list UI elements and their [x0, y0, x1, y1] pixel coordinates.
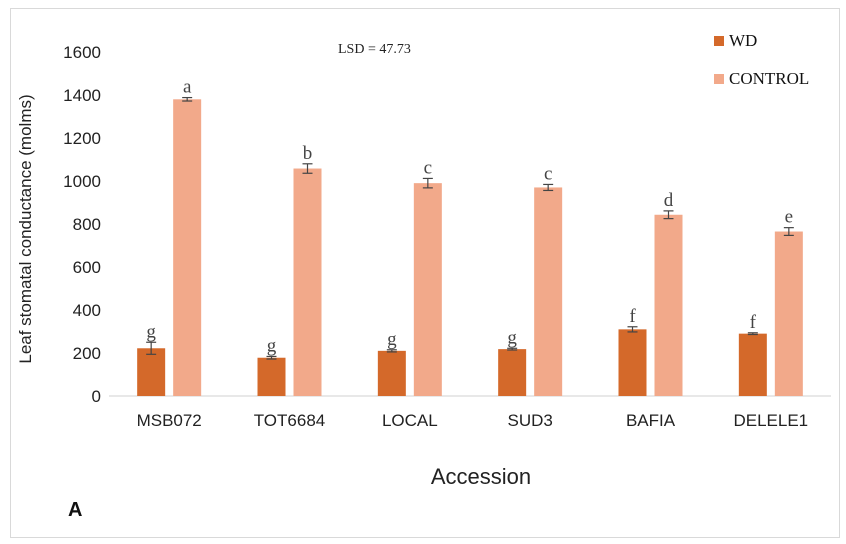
error-bar: [627, 326, 638, 333]
y-axis: 0 200 400 600 800 1000 1200 1400 1600: [63, 43, 101, 406]
significance-letter: g: [507, 327, 517, 348]
x-tick-label: MSB072: [137, 411, 202, 430]
error-bar: [146, 341, 157, 355]
y-tick-label: 1600: [63, 43, 101, 62]
y-tick-label: 400: [73, 301, 101, 320]
bar-control-sud3: [534, 187, 563, 396]
error-bar: [422, 177, 433, 189]
significance-letter: b: [303, 143, 313, 164]
y-tick-label: 800: [73, 215, 101, 234]
lsd-annotation: LSD = 47.73: [338, 42, 411, 57]
legend-item-control: CONTROL: [714, 69, 809, 88]
error-bar: [543, 183, 554, 192]
panel-label: A: [68, 499, 82, 521]
significance-letter: c: [544, 163, 552, 184]
significance-letter: a: [183, 77, 192, 98]
x-tick-label: TOT6684: [254, 411, 326, 430]
bar-chart: 0 200 400 600 800 1000 1200 1400 1600 MSB072 TOT6…: [16, 31, 831, 521]
significance-letter: d: [664, 190, 674, 211]
bars: g a g b g c g c f d f e: [137, 77, 803, 397]
bar-wd-msb072: [137, 348, 166, 396]
significance-letter: g: [387, 329, 397, 350]
bar-control-local: [413, 183, 442, 396]
error-bar: [182, 96, 193, 102]
x-axis: MSB072 TOT6684 LOCAL SUD3 BAFIA DELELE1: [109, 395, 831, 430]
error-bar: [386, 349, 397, 353]
x-tick-label: BAFIA: [626, 411, 676, 430]
bar-control-msb072: [173, 99, 202, 397]
error-bar: [507, 347, 518, 351]
bar-wd-delele1: [738, 333, 767, 396]
error-bar: [783, 227, 794, 236]
y-tick-label: 1400: [63, 86, 101, 105]
legend: WD CONTROL: [714, 31, 809, 88]
bar-wd-sud3: [498, 349, 527, 396]
legend-label: CONTROL: [729, 69, 809, 88]
significance-letter: f: [750, 312, 757, 333]
significance-letter: g: [267, 335, 277, 356]
bar-control-tot6684: [293, 168, 322, 396]
legend-swatch: [714, 74, 724, 84]
bar-wd-local: [377, 350, 406, 396]
x-tick-label: SUD3: [507, 411, 552, 430]
x-tick-label: DELELE1: [733, 411, 808, 430]
y-tick-label: 1200: [63, 129, 101, 148]
significance-letter: f: [629, 306, 636, 327]
bar-wd-tot6684: [257, 357, 286, 396]
error-bar: [747, 332, 758, 336]
y-axis-label: Leaf stomatal conductance (molms): [16, 94, 35, 363]
y-tick-label: 1000: [63, 172, 101, 191]
y-tick-label: 200: [73, 344, 101, 363]
bar-control-delele1: [774, 231, 803, 396]
bar-control-bafia: [654, 214, 683, 396]
significance-letter: c: [424, 157, 432, 178]
bar-wd-bafia: [618, 329, 647, 396]
legend-swatch: [714, 36, 724, 46]
significance-letter: e: [785, 207, 793, 228]
x-axis-label: Accession: [431, 464, 531, 489]
error-bar: [663, 210, 674, 220]
y-tick-label: 600: [73, 258, 101, 277]
error-bar: [266, 355, 277, 360]
legend-item-wd: WD: [714, 31, 757, 50]
significance-letter: g: [146, 321, 156, 342]
y-tick-label: 0: [92, 387, 101, 406]
legend-label: WD: [729, 31, 757, 50]
x-tick-label: LOCAL: [382, 411, 438, 430]
chart-frame: 0 200 400 600 800 1000 1200 1400 1600 MSB072 TOT6…: [10, 8, 840, 538]
error-bar: [302, 163, 313, 174]
